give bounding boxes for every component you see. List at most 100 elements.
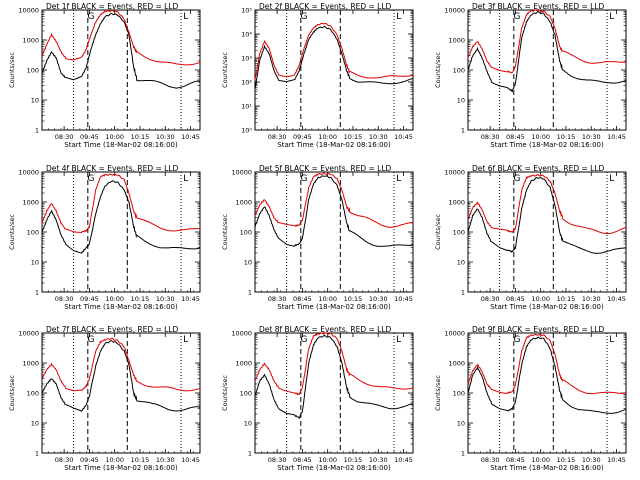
x-tick-label: 10:15 [131, 456, 150, 464]
plot-frame [41, 171, 201, 293]
x-tick-label: 10:15 [344, 295, 363, 303]
y-tick-label: 10000 [231, 169, 252, 177]
x-tick-label: 10:30 [156, 456, 175, 464]
detector-panel-1: Det 1f BLACK = Events, RED = LLD 1 10 100 10… [8, 2, 201, 149]
y-axis-label: Counts/sec [434, 214, 442, 250]
lld-series-line [467, 333, 627, 395]
y-tick-label: 1000 [448, 199, 465, 207]
y-tick-label: 10000 [231, 330, 252, 338]
x-axis-label: Start Time (18-Mar-02 08:16:00) [490, 141, 604, 149]
y-tick-label: 10000 [444, 330, 465, 338]
x-tick-label: 08:45 [506, 133, 525, 141]
y-tick-label: 10¹ [241, 103, 252, 111]
y-tick-label: 1000 [448, 360, 465, 368]
x-tick-label: 10:45 [394, 456, 413, 464]
panel-title: Det 7f BLACK = Events, RED = LLD [46, 325, 179, 334]
x-tick-label: 08:30 [481, 456, 500, 464]
lld-series-line [467, 174, 627, 234]
events-series-line [41, 339, 201, 412]
lld-series-line [254, 332, 414, 396]
y-tick-label: 10000 [18, 7, 39, 15]
y-axis-label: Counts/sec [221, 214, 229, 250]
x-tick-label: 10:00 [318, 133, 337, 141]
y-tick-label: 10 [31, 259, 39, 267]
x-axis-label: Start Time (18-Mar-02 08:16:00) [64, 303, 178, 311]
x-tick-label: 10:45 [394, 295, 413, 303]
lld-series-line [254, 22, 414, 81]
y-tick-label: 100 [453, 229, 465, 237]
panel-title: Det 6f BLACK = Events, RED = LLD [472, 164, 605, 173]
x-tick-label: 10:45 [607, 456, 626, 464]
x-tick-label: 10:00 [531, 295, 550, 303]
x-tick-label: 08:30 [268, 295, 287, 303]
x-axis-label: Start Time (18-Mar-02 08:16:00) [277, 141, 391, 149]
y-tick-label: 10000 [444, 7, 465, 15]
y-tick-label: 100 [27, 390, 39, 398]
y-tick-label: 10⁰ [241, 127, 252, 135]
lld-series-line [467, 9, 627, 74]
panel-title: Det 3f BLACK = Events, RED = LLD [472, 2, 605, 11]
x-axis-label: Start Time (18-Mar-02 08:16:00) [490, 464, 604, 472]
interval-marker: L [396, 12, 401, 22]
lld-series-line [254, 172, 414, 228]
interval-marker: G [87, 174, 94, 184]
panel-title: Det 4f BLACK = Events, RED = LLD [46, 164, 179, 173]
lld-series-line [41, 9, 201, 66]
y-tick-label: 10 [457, 420, 465, 428]
y-tick-label: 100 [240, 229, 252, 237]
events-series-line [467, 336, 627, 414]
y-tick-label: 100 [27, 229, 39, 237]
y-tick-label: 1000 [235, 199, 252, 207]
lld-series-line [41, 173, 200, 234]
panel-title: Det 1f BLACK = Events, RED = LLD [46, 2, 179, 11]
plot-frame [41, 332, 201, 454]
y-tick-label: 10³ [241, 55, 252, 63]
x-tick-label: 10:30 [582, 133, 601, 141]
panel-title: Det 2f BLACK = Events, RED = LLD [259, 2, 392, 11]
x-tick-label: 10:15 [557, 295, 576, 303]
y-tick-label: 10 [31, 97, 39, 105]
y-tick-label: 1 [461, 127, 465, 135]
y-tick-label: 1 [248, 450, 252, 458]
y-tick-label: 1 [461, 450, 465, 458]
detector-panel-4: Det 4f BLACK = Events, RED = LLD 1 10 100 10… [8, 164, 201, 311]
y-tick-label: 10 [457, 259, 465, 267]
x-tick-label: 10:15 [131, 295, 150, 303]
plot-frame [254, 9, 414, 131]
x-tick-label: 10:45 [181, 456, 200, 464]
x-tick-label: 10:00 [105, 456, 124, 464]
y-axis-label: Counts/sec [434, 52, 442, 88]
events-series-line [254, 25, 414, 89]
interval-marker: L [609, 174, 614, 184]
y-tick-label: 10 [244, 420, 252, 428]
x-tick-label: 08:45 [506, 456, 525, 464]
y-tick-label: 1 [248, 289, 252, 297]
events-series-line [41, 180, 201, 254]
x-tick-label: 10:00 [105, 295, 124, 303]
x-tick-label: 08:45 [293, 295, 312, 303]
interval-marker: L [183, 335, 188, 345]
x-tick-label: 09:45 [293, 133, 312, 141]
y-axis-label: Counts/sec [8, 214, 16, 250]
y-tick-label: 10⁵ [241, 7, 252, 15]
x-tick-label: 08:45 [506, 295, 525, 303]
y-tick-label: 10² [241, 79, 252, 87]
x-tick-label: 10:30 [369, 456, 388, 464]
detector-panel-9: Det 9f BLACK = Events, RED = LLD 1 10 100 10… [434, 325, 627, 472]
x-tick-label: 10:30 [582, 295, 601, 303]
events-series-line [467, 176, 627, 254]
x-tick-label: 10:15 [131, 133, 150, 141]
events-series-line [41, 12, 201, 89]
x-tick-label: 10:45 [181, 133, 200, 141]
x-tick-label: 08:45 [293, 456, 312, 464]
detector-panel-8: Det 8f BLACK = Events, RED = LLD 1 10 100 10… [221, 325, 414, 472]
interval-marker: G [300, 174, 307, 184]
x-tick-label: 08:30 [55, 133, 74, 141]
plot-frame [41, 9, 201, 131]
y-axis-label: Counts/sec [434, 375, 442, 411]
y-tick-label: 10000 [444, 169, 465, 177]
x-tick-label: 10:30 [156, 133, 175, 141]
interval-marker: G [300, 12, 307, 22]
plot-frame [254, 332, 414, 454]
